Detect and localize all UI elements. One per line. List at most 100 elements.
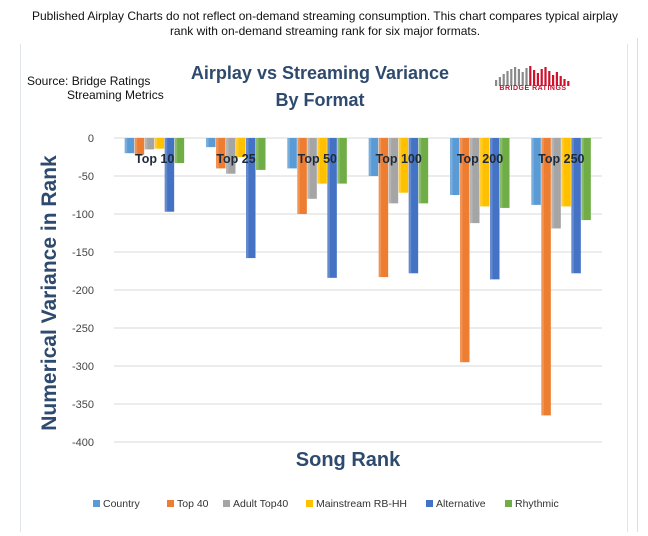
bar: [368, 138, 379, 176]
x-tick-label: Top 200: [457, 152, 503, 166]
bar: [124, 138, 135, 154]
logo-bar: [555, 72, 558, 86]
x-tick-label: Top 250: [538, 152, 584, 166]
logo-bars-graphic: [495, 66, 570, 86]
logo-text: BRIDGE RATINGS: [499, 85, 567, 92]
bar-highlight: [581, 138, 584, 221]
bar-highlight: [388, 138, 392, 204]
bar: [174, 138, 185, 164]
logo-bar: [563, 79, 566, 86]
bar-highlight: [246, 138, 249, 259]
legend-item: Rhythmic: [505, 498, 559, 512]
chart-title: Airplay vs Streaming Variance By Format: [150, 60, 490, 114]
bar-highlight: [164, 138, 168, 212]
legend-label: Adult Top40: [233, 498, 289, 510]
logo-bar: [536, 73, 539, 86]
bar-highlight: [287, 138, 290, 169]
bar-highlight: [368, 138, 372, 176]
bar-highlight: [418, 138, 422, 204]
bar-highlight: [541, 138, 544, 416]
x-axis-label: Song Rank: [295, 449, 401, 471]
legend-item: Alternative: [426, 498, 486, 512]
chart-frame: [20, 44, 628, 532]
bar: [460, 138, 470, 363]
logo-bar: [514, 67, 517, 86]
logo-bar: [498, 77, 501, 86]
legend-label: Top 40: [177, 498, 209, 510]
bar: [551, 138, 561, 229]
bar: [571, 138, 581, 274]
logo-bar: [548, 71, 551, 86]
legend-swatch: [306, 499, 313, 507]
bar-highlight: [470, 138, 473, 224]
bar: [154, 138, 165, 149]
logo-bar: [552, 75, 555, 86]
bar: [408, 138, 419, 274]
logo-bar: [502, 74, 505, 86]
logo-bar: [506, 71, 509, 86]
bar-highlight: [551, 138, 554, 229]
x-tick-label: Top 100: [376, 152, 422, 166]
bar: [164, 138, 175, 212]
bar-highlight: [480, 138, 483, 207]
source-line-1: Source: Bridge Ratings: [27, 74, 151, 88]
bar-highlight: [531, 138, 534, 205]
bar-highlight: [500, 138, 503, 208]
bar: [418, 138, 429, 204]
bar: [490, 138, 500, 280]
legend-item: Mainstream RB-HH: [306, 498, 407, 512]
bar-highlight: [571, 138, 574, 274]
bar: [206, 138, 216, 148]
bar: [144, 138, 155, 150]
bar-highlight: [460, 138, 463, 363]
bar: [388, 138, 399, 204]
chart-caption: Published Airplay Charts do not reflect …: [31, 9, 619, 38]
bar-highlight: [490, 138, 493, 280]
bar: [378, 138, 389, 278]
bar: [581, 138, 591, 221]
bar-highlight: [256, 138, 259, 170]
y-tick-label: -250: [72, 323, 94, 335]
bar: [398, 138, 409, 193]
frame-divider: [637, 38, 638, 532]
logo-bar: [517, 69, 520, 86]
bar-highlight: [154, 138, 158, 149]
bar: [287, 138, 297, 169]
bar: [327, 138, 337, 278]
bar-highlight: [144, 138, 148, 150]
bar-highlight: [408, 138, 412, 274]
bar-highlight: [216, 138, 219, 169]
legend-label: Rhythmic: [515, 498, 559, 510]
bar: [450, 138, 460, 195]
bar-highlight: [134, 138, 138, 155]
legend-swatch: [167, 499, 174, 507]
bar: [134, 138, 145, 155]
bar: [561, 138, 571, 207]
legend-item: Country: [93, 498, 140, 512]
y-tick-label: -50: [78, 171, 94, 183]
bar-highlight: [124, 138, 128, 154]
source-note: Source: Bridge Ratings Streaming Metrics: [27, 74, 164, 102]
logo-bar: [495, 80, 498, 86]
legend-swatch: [426, 499, 433, 507]
legend-item: Top 40: [167, 498, 209, 512]
logo-bar: [544, 67, 547, 86]
bar-highlight: [297, 138, 300, 214]
x-tick-label: Top 50: [298, 152, 337, 166]
bar-highlight: [226, 138, 229, 174]
bar-highlight: [337, 138, 340, 184]
legend-label: Mainstream RB-HH: [316, 498, 408, 510]
y-tick-label: 0: [88, 133, 94, 145]
bar: [307, 138, 317, 199]
logo-bar: [533, 70, 536, 86]
logo-bar: [567, 81, 570, 86]
y-tick-label: -350: [72, 399, 94, 411]
x-tick-label: Top 25: [216, 152, 255, 166]
y-tick-label: -300: [72, 361, 94, 373]
y-tick-label: -400: [72, 437, 94, 449]
legend-item: Adult Top40: [223, 498, 288, 512]
bar-highlight: [236, 138, 239, 157]
bar-highlight: [307, 138, 310, 199]
bar-highlight: [561, 138, 564, 207]
y-tick-label: -200: [72, 285, 94, 297]
